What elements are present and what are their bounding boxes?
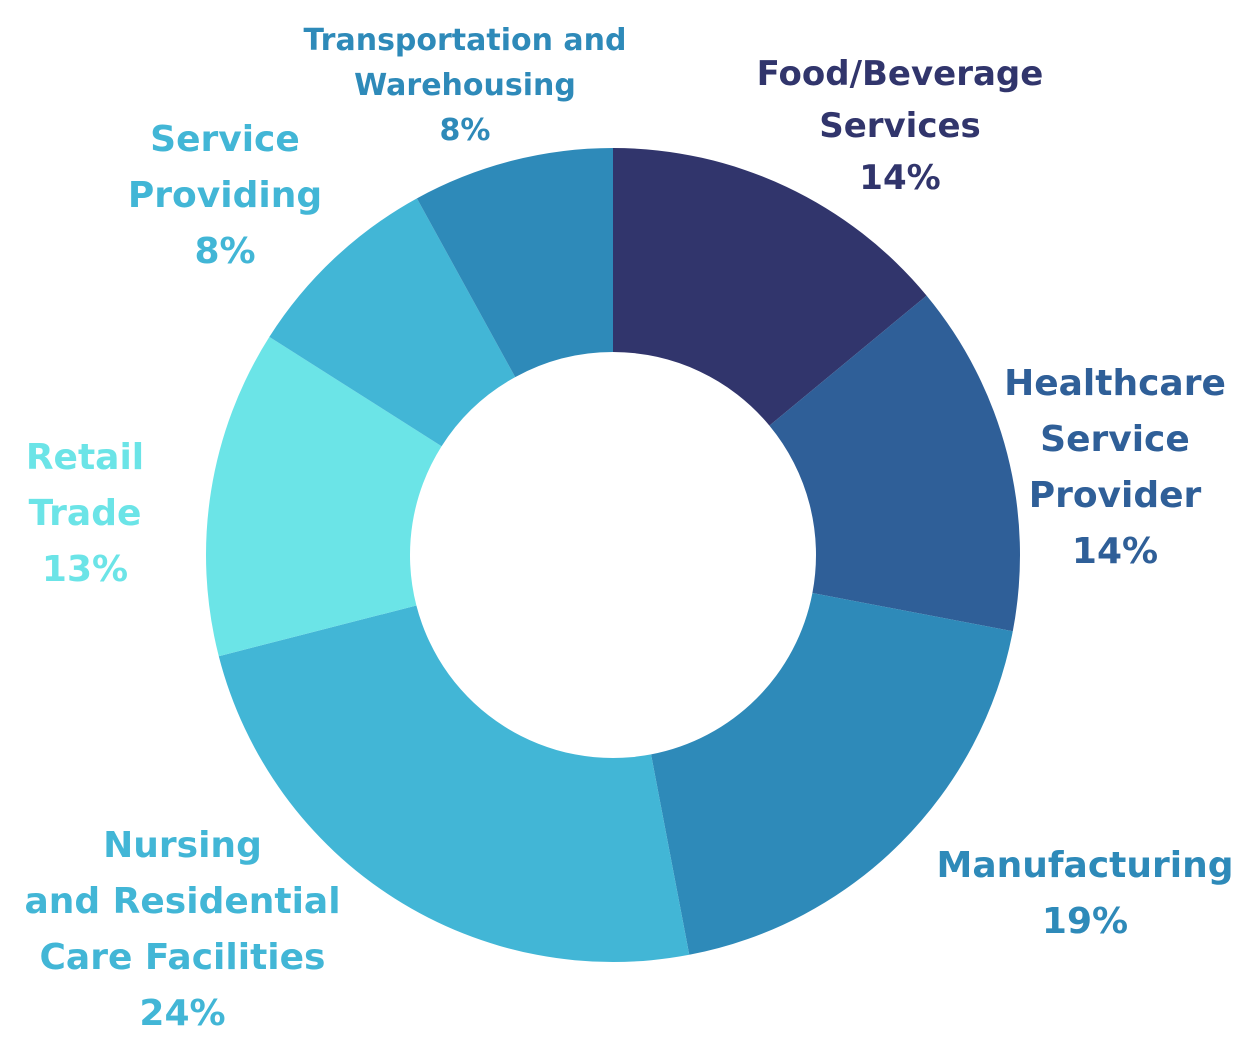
label-line: Service — [150, 119, 300, 160]
label-line: Services — [819, 106, 981, 146]
label-percent: 19% — [1041, 901, 1129, 942]
label-percent: 24% — [139, 993, 226, 1034]
label-line: Manufacturing — [936, 845, 1234, 886]
label-manufacturing: Manufacturing 19% — [920, 838, 1250, 950]
slice-healthcare — [769, 295, 1020, 632]
label-line: Healthcare — [1004, 363, 1226, 404]
label-line: Retail — [25, 437, 145, 478]
label-line: and Residential — [24, 881, 341, 922]
label-service-providing: Service Providing 8% — [95, 112, 355, 280]
slice-nursing — [218, 605, 690, 962]
label-transportation-warehousing: Transportation and Warehousing 8% — [285, 18, 645, 153]
label-percent: 8% — [439, 113, 491, 148]
label-line: Trade — [28, 493, 142, 534]
label-line: Service — [1040, 419, 1190, 460]
label-percent: 14% — [859, 158, 941, 198]
slice-transportation — [416, 148, 613, 378]
slice-service-providing — [269, 198, 516, 447]
label-food-beverage-services: Food/Beverage Services 14% — [740, 48, 1060, 204]
label-healthcare-service-provider: Healthcare Service Provider 14% — [990, 356, 1240, 580]
label-line: Provider — [1028, 475, 1202, 516]
label-nursing-residential-care: Nursing and Residential Care Facilities … — [0, 818, 365, 1042]
label-line: Providing — [127, 175, 323, 216]
label-percent: 14% — [1071, 531, 1159, 572]
slice-food-beverage — [613, 148, 927, 426]
label-percent: 8% — [194, 231, 256, 272]
slice-manufacturing — [651, 593, 1013, 955]
label-line: Care Facilities — [39, 937, 326, 978]
slice-retail-trade — [206, 336, 442, 657]
label-line: Nursing — [103, 825, 262, 866]
label-line: Food/Beverage — [756, 54, 1044, 94]
donut-slices — [206, 148, 1020, 962]
label-percent: 13% — [41, 549, 129, 590]
label-line: Warehousing — [354, 68, 576, 103]
label-retail-trade: Retail Trade 13% — [0, 430, 170, 598]
label-line: Transportation and — [303, 23, 627, 58]
